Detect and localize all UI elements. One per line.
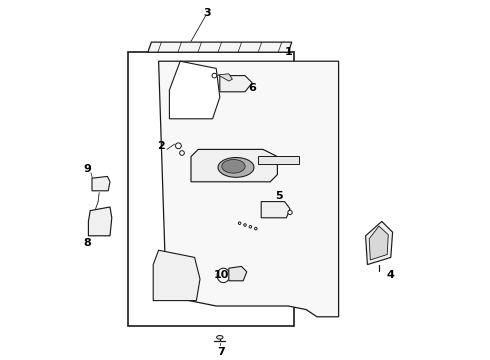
Bar: [128, 52, 294, 326]
Ellipse shape: [244, 224, 246, 226]
Ellipse shape: [288, 210, 292, 215]
Polygon shape: [92, 176, 110, 191]
Polygon shape: [153, 250, 200, 301]
Polygon shape: [88, 207, 112, 236]
Text: 6: 6: [248, 83, 256, 93]
Polygon shape: [170, 61, 220, 119]
Polygon shape: [191, 149, 277, 182]
Text: 3: 3: [203, 8, 211, 18]
Polygon shape: [366, 221, 392, 265]
Ellipse shape: [212, 73, 217, 78]
Text: 4: 4: [387, 270, 395, 280]
Ellipse shape: [175, 143, 181, 149]
Ellipse shape: [218, 157, 254, 177]
Text: 8: 8: [83, 238, 91, 248]
Ellipse shape: [249, 225, 252, 228]
Polygon shape: [159, 61, 339, 317]
Text: 7: 7: [218, 347, 225, 357]
Bar: [258, 156, 299, 164]
Polygon shape: [220, 76, 252, 92]
Ellipse shape: [217, 336, 223, 339]
Polygon shape: [369, 226, 388, 260]
Text: 10: 10: [214, 270, 229, 280]
Polygon shape: [229, 266, 247, 281]
Text: 1: 1: [284, 47, 292, 57]
Ellipse shape: [222, 159, 245, 173]
Text: 2: 2: [158, 141, 165, 151]
Polygon shape: [261, 202, 290, 218]
Text: 9: 9: [83, 164, 91, 174]
Polygon shape: [218, 74, 232, 81]
Ellipse shape: [254, 228, 257, 230]
Ellipse shape: [180, 151, 184, 156]
Ellipse shape: [238, 222, 241, 225]
Text: 5: 5: [275, 191, 283, 201]
Polygon shape: [148, 42, 292, 52]
